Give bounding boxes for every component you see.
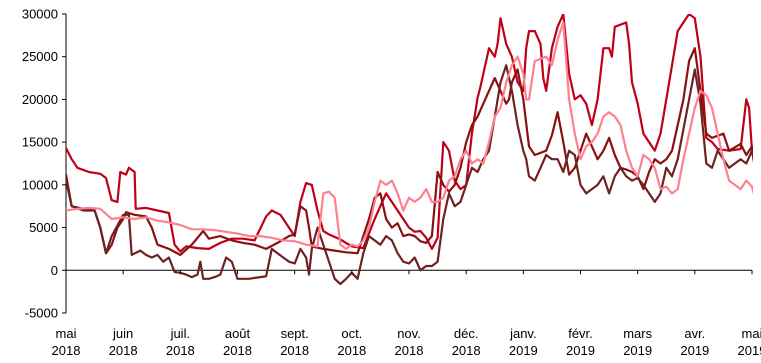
series-line-3	[66, 64, 753, 286]
x-tick-label-year: 2018	[337, 343, 366, 358]
series-layer	[66, 14, 753, 286]
x-tick-label-year: 2019	[738, 343, 761, 358]
x-tick-label-year: 2019	[623, 343, 652, 358]
series-line-1	[66, 14, 753, 253]
y-tick-label: 5000	[29, 220, 58, 235]
x-tick-label-year: 2019	[566, 343, 595, 358]
x-tick-label-year: 2018	[452, 343, 481, 358]
x-tick-label-year: 2018	[52, 343, 81, 358]
tick-layer: -5000 0 5000 10000 15000 20000 25000 30000 mai 20…	[22, 7, 761, 359]
x-tick-label-month: févr.	[568, 326, 593, 341]
x-tick-label-month: juil.	[170, 326, 191, 341]
x-tick-label-year: 2019	[680, 343, 709, 358]
x-tick-label-month: déc.	[454, 326, 479, 341]
x-tick-label-month: janv.	[509, 326, 537, 341]
x-tick-label-month: août	[225, 326, 251, 341]
x-tick-label-year: 2018	[109, 343, 138, 358]
y-tick-label: 25000	[22, 49, 58, 64]
x-tick-label-year: 2019	[509, 343, 538, 358]
x-tick-label-month: mai	[742, 326, 761, 341]
x-tick-label-year: 2018	[223, 343, 252, 358]
x-tick-label-month: sept.	[281, 326, 309, 341]
x-tick-label-month: oct.	[341, 326, 362, 341]
x-tick-label-month: juin	[112, 326, 133, 341]
series-line-2	[66, 47, 753, 256]
y-tick-label: 15000	[22, 135, 58, 150]
y-tick-label: 0	[51, 263, 58, 278]
y-tick-label: 10000	[22, 177, 58, 192]
y-tick-label: 30000	[22, 7, 58, 22]
axes-layer	[65, 14, 752, 313]
x-tick-label-month: avr.	[684, 326, 705, 341]
series-line-4	[66, 21, 753, 250]
x-tick-label-month: mars	[623, 326, 652, 341]
x-tick-label-year: 2018	[395, 343, 424, 358]
x-tick-label-year: 2018	[166, 343, 195, 358]
x-tick-label-month: nov.	[397, 326, 421, 341]
x-tick-label-year: 2018	[280, 343, 309, 358]
y-tick-label: -5000	[25, 306, 58, 321]
y-tick-label: 20000	[22, 92, 58, 107]
x-tick-label-month: mai	[56, 326, 77, 341]
